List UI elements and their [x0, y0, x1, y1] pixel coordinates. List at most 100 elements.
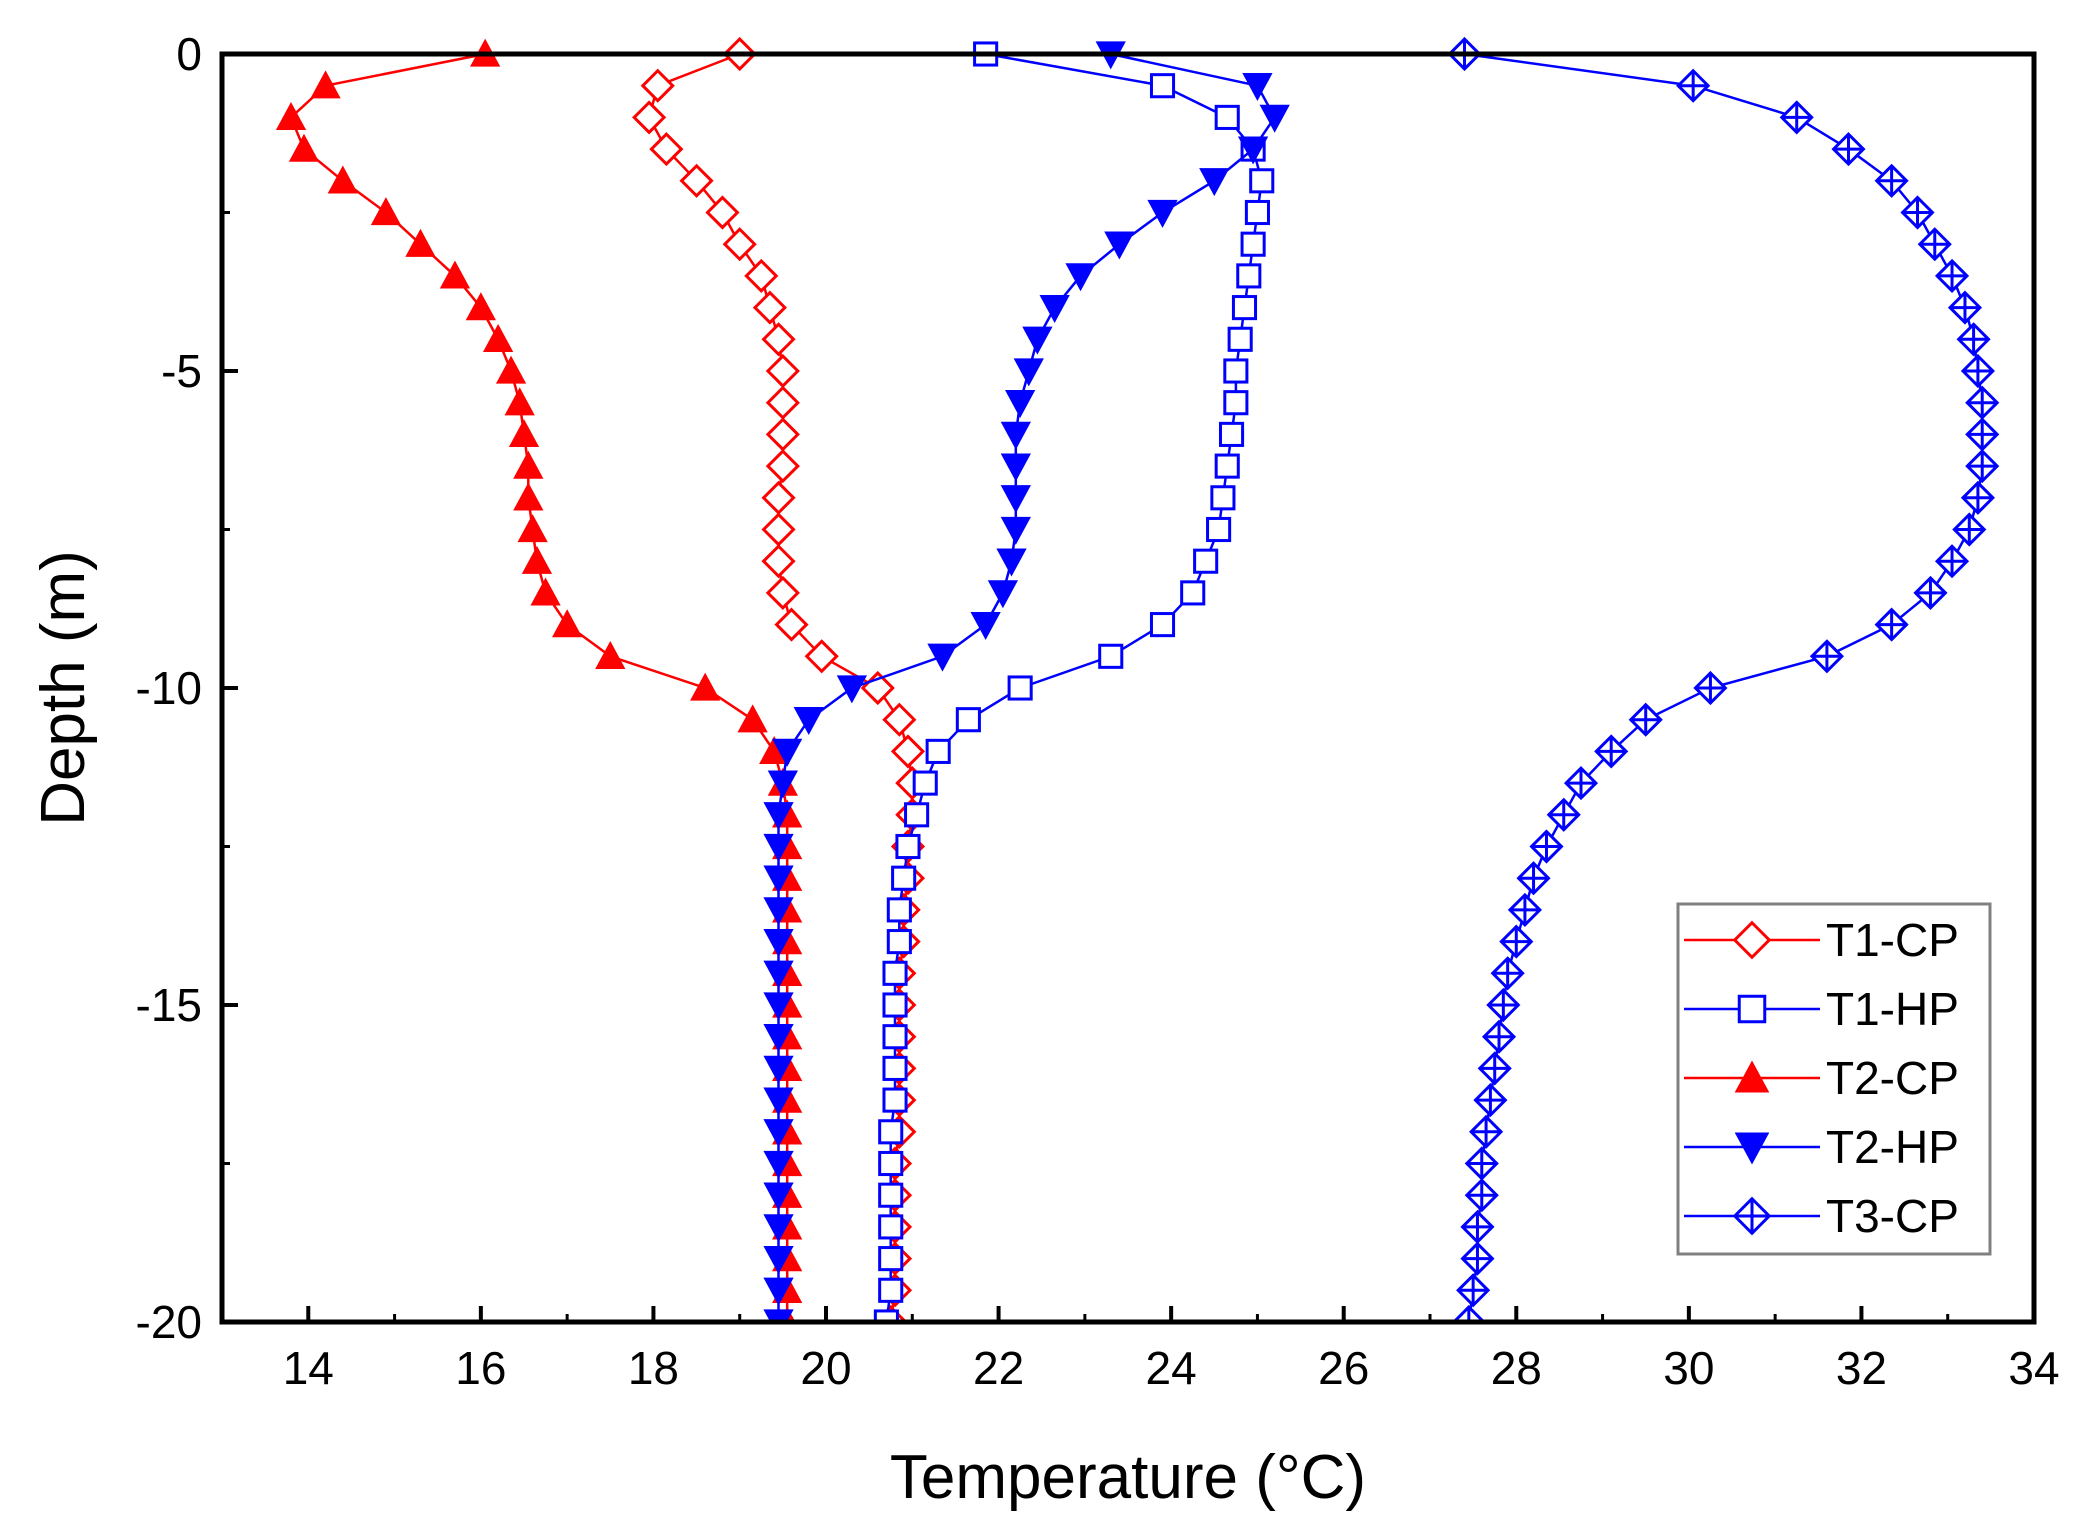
data-point-t2-hp-35	[763, 1150, 794, 1179]
data-point-t1-hp-10	[1223, 358, 1249, 384]
x-tick-label: 20	[800, 1342, 851, 1394]
data-point-t2-hp-11	[1005, 390, 1036, 419]
data-point-t3-cp-5	[1900, 195, 1935, 230]
data-point-t1-hp-21	[955, 707, 981, 733]
data-point-t1-hp-12	[1218, 421, 1245, 447]
data-point-t2-cp-4	[327, 165, 358, 194]
data-point-t2-hp-16	[996, 548, 1027, 577]
data-point-t1-cp-4	[679, 163, 714, 198]
data-point-t1-cp-1	[640, 68, 675, 103]
legend-marker-t3-cp	[1732, 1196, 1772, 1236]
y-tick-label: 0	[176, 28, 202, 80]
series-line-t1-hp	[885, 52, 1263, 1322]
data-point-t2-hp-23	[767, 770, 798, 799]
data-point-t1-hp-20	[1007, 675, 1033, 701]
data-point-t3-cp-11	[1965, 385, 2000, 420]
data-point-t2-hp-32	[763, 1055, 794, 1084]
data-point-t1-hp-28	[886, 929, 912, 955]
legend-entry-t2-hp: T2-HP	[1684, 1121, 1959, 1173]
data-point-t1-hp-18	[1149, 612, 1176, 638]
data-point-t3-cp-8	[1947, 290, 1983, 325]
data-point-t2-hp-7	[1065, 263, 1096, 292]
data-point-t2-hp-34	[763, 1119, 794, 1148]
y-tick-label: -10	[136, 662, 202, 714]
data-point-t2-cp-10	[495, 355, 527, 384]
data-point-t1-hp-37	[878, 1214, 904, 1240]
y-tick-label: -5	[161, 345, 202, 397]
data-point-t3-cp-24	[1546, 797, 1581, 832]
data-point-t2-hp-2	[1259, 104, 1290, 133]
data-point-t2-hp-18	[970, 611, 1001, 640]
data-point-t1-cp-3	[649, 132, 684, 167]
x-tick-label: 22	[973, 1342, 1024, 1394]
x-axis-title: Temperature (°C)	[890, 1443, 1366, 1512]
data-point-t2-hp-17	[987, 580, 1019, 609]
data-point-t1-cp-2	[632, 100, 667, 135]
data-point-t3-cp-18	[1874, 607, 1909, 642]
data-point-t2-hp-38	[763, 1245, 794, 1274]
legend-entry-t3-cp: T3-CP	[1684, 1190, 1959, 1242]
legend-marker-t1-cp	[1732, 920, 1772, 960]
x-tick-label: 28	[1491, 1342, 1542, 1394]
x-tick-label: 18	[628, 1342, 679, 1394]
data-point-t3-cp-7	[1934, 258, 1970, 293]
data-point-t1-cp-5	[705, 195, 740, 230]
data-point-t2-hp-3	[1237, 136, 1269, 165]
data-point-t1-cp-20	[860, 670, 895, 706]
legend-label: T2-CP	[1826, 1052, 1959, 1104]
data-point-t2-hp-10	[1013, 358, 1044, 387]
data-point-t1-hp-7	[1236, 263, 1262, 289]
data-point-t2-hp-26	[763, 865, 794, 894]
data-point-t2-cp-14	[513, 482, 544, 511]
data-point-t3-cp-6	[1917, 227, 1952, 262]
data-point-t1-hp-35	[878, 1150, 904, 1177]
data-point-t2-hp-8	[1039, 294, 1070, 323]
data-point-t2-cp-18	[552, 609, 583, 638]
data-point-t2-cp-7	[439, 260, 471, 289]
data-point-t1-cp-16	[761, 544, 796, 579]
data-point-t3-cp-26	[1516, 861, 1551, 896]
data-point-t3-cp-20	[1693, 670, 1728, 706]
data-point-t2-hp-21	[793, 707, 824, 736]
data-point-t3-cp-31	[1481, 1019, 1517, 1054]
data-point-t2-hp-40	[763, 1309, 794, 1322]
series-layer	[275, 36, 2000, 1322]
data-point-t2-cp-20	[690, 672, 721, 701]
legend-marker-t2-hp	[1734, 1132, 1770, 1165]
data-point-t2-cp-15	[517, 514, 548, 543]
data-point-t1-cp-9	[761, 322, 796, 357]
legend-entry-t1-cp: T1-CP	[1684, 914, 1959, 966]
legend-marker-t2-cp	[1734, 1060, 1770, 1093]
data-point-t3-cp-27	[1507, 892, 1542, 927]
data-point-t3-cp-10	[1960, 353, 1995, 389]
data-point-t3-cp-28	[1499, 924, 1534, 959]
data-point-t2-hp-13	[1000, 453, 1031, 482]
data-point-t2-cp-13	[513, 450, 544, 479]
data-point-t2-cp-17	[530, 577, 561, 606]
data-point-t2-cp-2	[275, 102, 307, 131]
data-point-t2-cp-1	[310, 70, 341, 99]
data-point-t2-hp-25	[763, 833, 794, 862]
series-t1-hp	[873, 41, 1275, 1322]
data-point-t1-hp-22	[925, 738, 951, 764]
data-point-t1-hp-8	[1231, 295, 1258, 321]
legend-entry-t1-hp: T1-HP	[1684, 983, 1959, 1035]
data-point-t1-hp-5	[1244, 199, 1270, 226]
data-point-t1-hp-34	[878, 1119, 904, 1145]
data-point-t1-hp-32	[882, 1055, 908, 1081]
y-tick-label: -15	[136, 979, 202, 1031]
data-point-t2-hp-14	[1000, 485, 1031, 514]
data-point-t1-hp-23	[912, 770, 938, 796]
data-point-t2-hp-1	[1242, 73, 1273, 102]
data-point-t1-cp-14	[761, 480, 796, 515]
data-point-t2-cp-3	[288, 133, 320, 162]
data-point-t3-cp-33	[1473, 1083, 1508, 1118]
data-point-t2-cp-11	[504, 387, 535, 416]
data-point-t2-hp-31	[763, 1024, 794, 1053]
data-point-t3-cp-2	[1779, 100, 1814, 135]
legend-entry-t2-cp: T2-CP	[1684, 1052, 1959, 1104]
data-point-t3-cp-25	[1529, 829, 1564, 864]
data-point-t2-hp-4	[1199, 168, 1230, 197]
series-t2-hp	[763, 41, 1290, 1322]
